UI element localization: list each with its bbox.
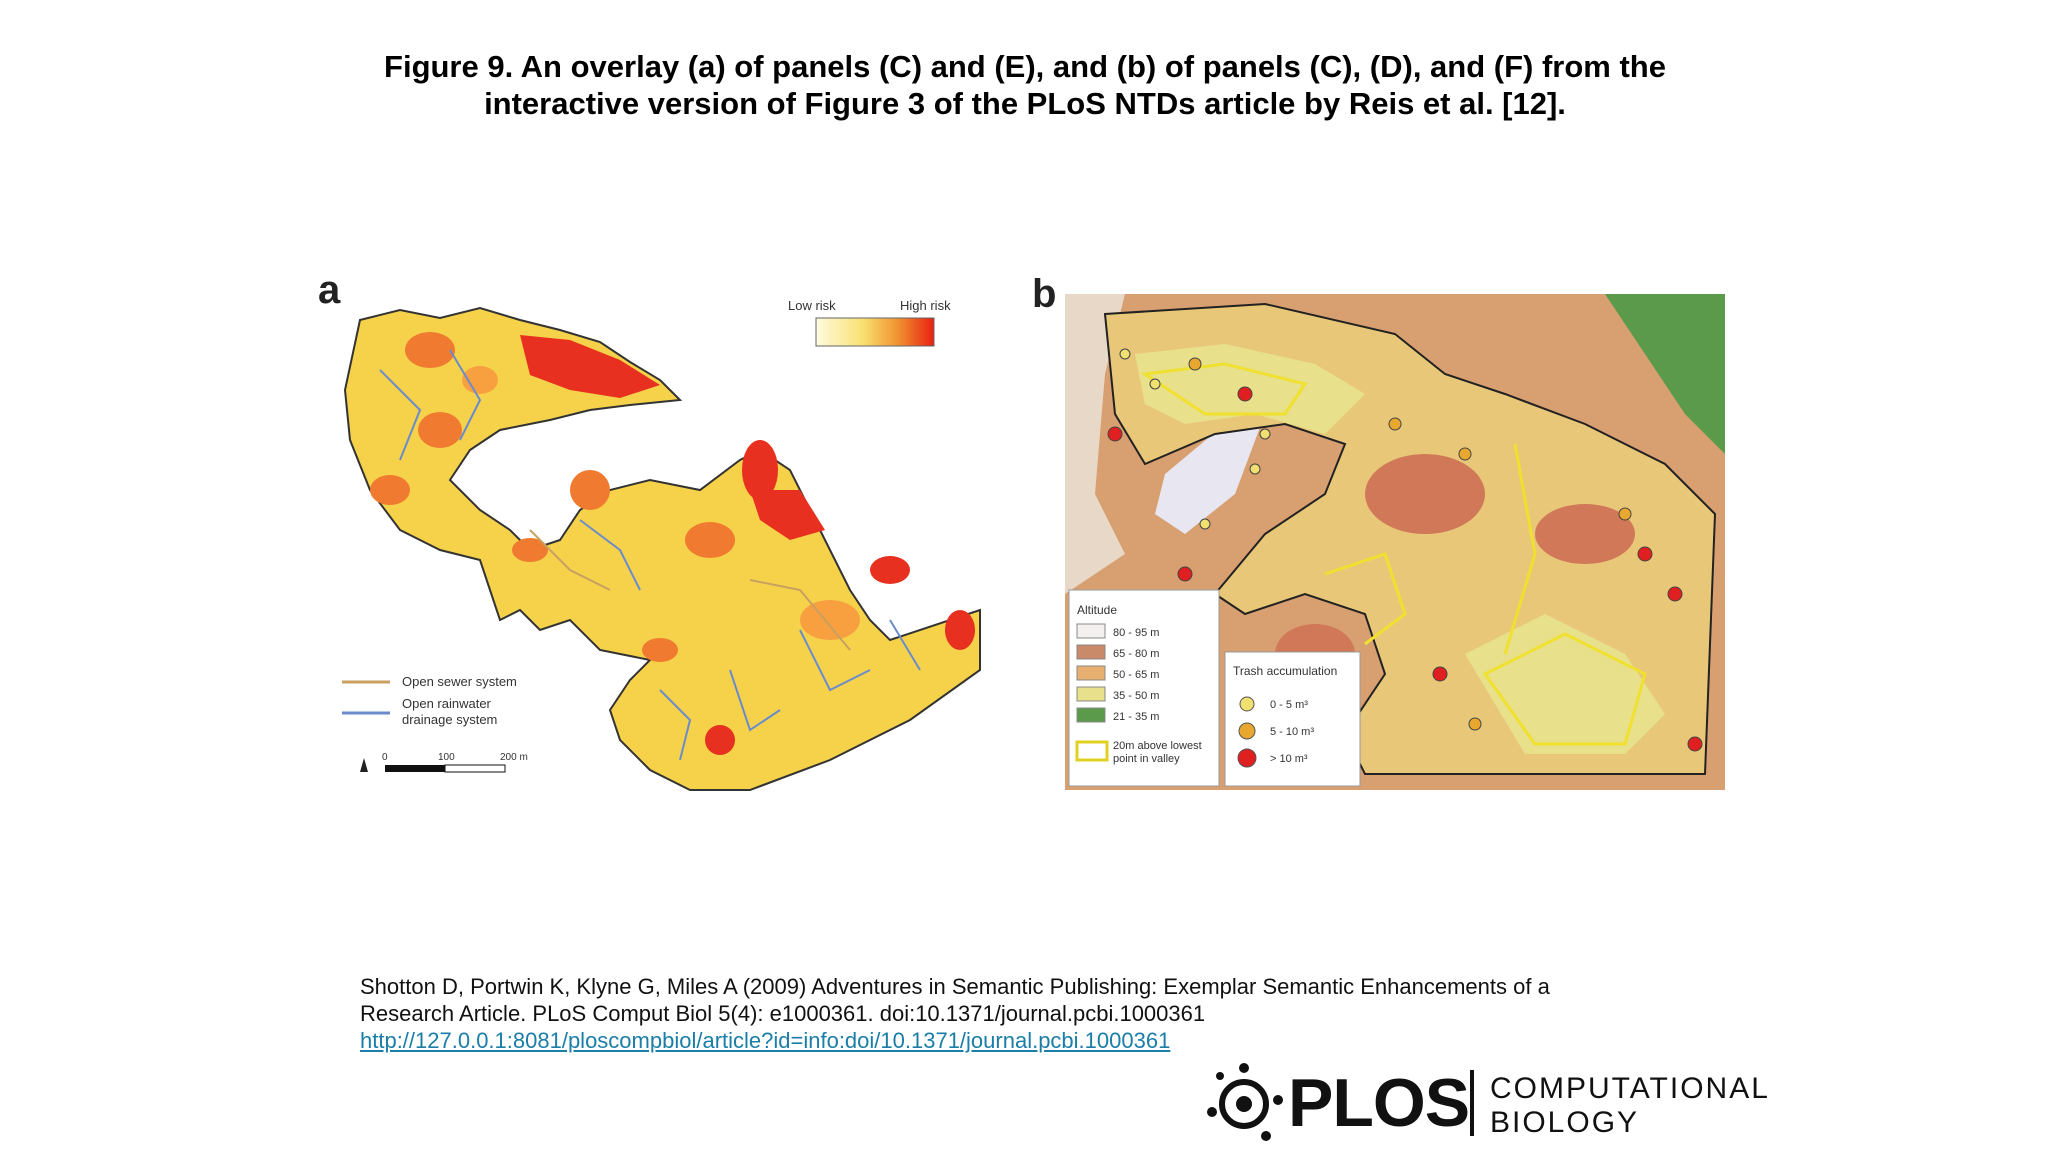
panel-b-grey-valley <box>1155 414 1265 534</box>
figure-title-line-2: interactive version of Figure 3 of the P… <box>484 86 1566 121</box>
figure-title: Figure 9. An overlay (a) of panels (C) a… <box>330 48 1720 122</box>
figure-title-line-1: Figure 9. An overlay (a) of panels (C) a… <box>384 49 1666 84</box>
plos-wordmark: PLOS <box>1288 1065 1470 1141</box>
risk-legend-high-label: High risk <box>900 298 951 313</box>
panel-a-risk-map: Low risk High risk Open sewer system Ope… <box>342 298 981 791</box>
valley-legend-swatch <box>1075 740 1109 762</box>
trash-legend-items: 0 - 5 m³ 5 - 10 m³ > 10 m³ <box>1237 696 1314 768</box>
sewer-legend-label: Open sewer system <box>402 674 517 689</box>
altitude-legend-label: 21 - 35 m <box>1113 711 1159 723</box>
panel-a-rainwater-lines <box>379 349 921 761</box>
panel-b-orange-patch-1 <box>1365 454 1485 534</box>
panel-a-label: a <box>318 268 341 312</box>
risk-legend-low-label: Low risk <box>788 298 836 313</box>
altitude-legend-swatch <box>1076 686 1106 702</box>
citation-url-link[interactable]: http://127.0.0.1:8081/ploscompbiol/artic… <box>360 1028 1171 1053</box>
scale-label-200: 200 m <box>500 752 528 763</box>
trash-legend-swatch <box>1238 722 1256 740</box>
panel-b-light-slope <box>1065 294 1125 594</box>
trash-legend-label: 0 - 5 m³ <box>1270 699 1308 711</box>
altitude-legend-items: 80 - 95 m 65 - 80 m 50 - 65 m 35 - 50 m 21 -… <box>1076 623 1159 723</box>
panel-b-20m-contours <box>1140 362 1647 746</box>
plos-logo: PLOS COMPUTATIONAL BIOLOGY <box>1200 1060 1770 1150</box>
panel-b-altitude-map: Altitude 80 - 95 m 65 - 80 m 50 - 65 m 35 -… <box>1065 294 1725 790</box>
trash-legend-swatch <box>1239 696 1255 712</box>
trash-legend-title: Trash accumulation <box>1233 664 1337 678</box>
panel-b-yellow-zone-2 <box>1465 614 1665 754</box>
altitude-legend-label: 80 - 95 m <box>1113 627 1159 639</box>
panel-a-risk-patches <box>370 332 975 755</box>
altitude-legend-label: 35 - 50 m <box>1113 690 1159 702</box>
north-arrow-icon <box>360 758 368 772</box>
altitude-legend-swatch <box>1076 707 1106 723</box>
rainwater-legend-label-1: Open rainwater <box>402 696 492 711</box>
logo-divider <box>1470 1070 1474 1136</box>
scale-label-100: 100 <box>438 752 455 763</box>
altitude-legend-swatch <box>1076 623 1106 639</box>
panel-b-trash-points <box>1107 348 1703 752</box>
citation-line-1: Shotton D, Portwin K, Klyne G, Miles A (… <box>360 974 1550 999</box>
panel-b-green-slope <box>1605 294 1725 454</box>
scale-label-0: 0 <box>382 752 388 763</box>
altitude-legend-label: 65 - 80 m <box>1113 648 1159 660</box>
scale-bar-dark <box>385 765 445 772</box>
citation: Shotton D, Portwin K, Klyne G, Miles A (… <box>360 973 1760 1054</box>
scale-bar-light <box>444 764 506 773</box>
altitude-legend-label: 50 - 65 m <box>1113 669 1159 681</box>
panel-a-sewer-lines <box>529 529 851 651</box>
panel-b-orange-patch-2 <box>1535 504 1635 564</box>
risk-legend-gradient <box>815 317 935 347</box>
logo-subtitle-1: COMPUTATIONAL <box>1490 1072 1770 1105</box>
rainwater-legend-label-2: drainage system <box>402 712 497 727</box>
trash-legend-swatch <box>1237 748 1257 768</box>
citation-line-2: Research Article. PLoS Comput Biol 5(4):… <box>360 1001 1206 1026</box>
valley-legend-label-1: 20m above lowest <box>1113 740 1202 752</box>
trash-legend-label: > 10 m³ <box>1270 753 1308 765</box>
logo-subtitle-2: BIOLOGY <box>1490 1106 1640 1139</box>
altitude-legend-swatch <box>1076 665 1106 681</box>
altitude-legend-swatch <box>1076 644 1106 660</box>
altitude-legend-title: Altitude <box>1077 603 1117 617</box>
valley-legend-label-2: point in valley <box>1113 753 1180 765</box>
panel-b-label: b <box>1032 272 1057 316</box>
trash-legend-label: 5 - 10 m³ <box>1270 726 1314 738</box>
plos-emblem-icon <box>1207 1063 1283 1141</box>
